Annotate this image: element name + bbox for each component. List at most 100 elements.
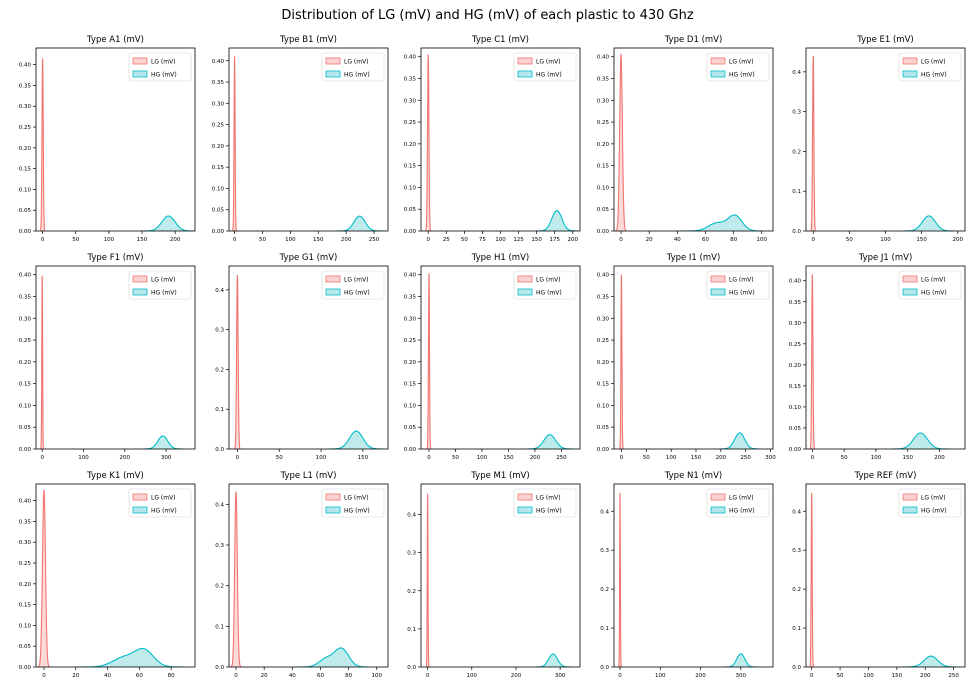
x-tick-label: 100 bbox=[477, 455, 488, 461]
subplot-3: Type C1 (mV) 0 25 50 75 100 125 150 175 200 0.00 0.… bbox=[404, 35, 581, 243]
x-tick-label: 100 bbox=[655, 673, 666, 679]
x-tick-label: 100 bbox=[78, 455, 89, 461]
y-tick-label: 0.25 bbox=[597, 120, 610, 126]
figure-title: Distribution of LG (mV) and HG (mV) of e… bbox=[281, 8, 694, 23]
hg-density-fill bbox=[718, 432, 761, 449]
hg-legend-swatch bbox=[902, 288, 918, 296]
legend: LG (mV) HG (mV) bbox=[706, 488, 770, 518]
plot-area bbox=[39, 58, 195, 231]
legend: LG (mV) HG (mV) bbox=[513, 270, 577, 300]
y-tick-label: 0.35 bbox=[19, 295, 32, 301]
lg-legend-swatch bbox=[902, 57, 918, 65]
y-tick-label: 0.20 bbox=[19, 146, 32, 152]
hg-legend-label: HG (mV) bbox=[536, 508, 562, 515]
hg-legend-label: HG (mV) bbox=[344, 290, 370, 297]
hg-density-fill bbox=[336, 216, 383, 231]
lg-legend-swatch bbox=[517, 57, 533, 65]
hg-density-fill bbox=[901, 215, 957, 231]
y-tick-label: 0.3 bbox=[792, 110, 801, 116]
y-tick-label: 0.4 bbox=[600, 509, 609, 515]
y-tick-label: 0.20 bbox=[597, 142, 610, 148]
lg-density-line bbox=[809, 274, 816, 449]
subplot-9: Type I1 (mV) 0 50 100 150 200 250 300 0.00 0.05 0.… bbox=[597, 253, 777, 461]
hg-legend-swatch bbox=[517, 506, 533, 514]
lg-legend-swatch bbox=[710, 275, 726, 283]
x-tick-label: 200 bbox=[341, 237, 352, 243]
x-tick-label: 0 bbox=[426, 237, 430, 243]
y-tick-label: 0.00 bbox=[597, 229, 610, 235]
x-tick-label: 150 bbox=[691, 455, 702, 461]
y-tick-label: 0.2 bbox=[407, 589, 416, 595]
y-tick-label: 0.00 bbox=[212, 229, 225, 235]
hg-legend-label: HG (mV) bbox=[536, 290, 562, 297]
legend: LG (mV) HG (mV) bbox=[321, 488, 385, 518]
x-tick-label: 80 bbox=[168, 673, 175, 679]
x-tick-label: 300 bbox=[161, 455, 172, 461]
x-tick-label: 250 bbox=[369, 237, 380, 243]
y-tick-label: 0.10 bbox=[19, 623, 32, 629]
subplot-title: Type REF (mV) bbox=[854, 471, 917, 481]
y-tick-label: 0.10 bbox=[404, 185, 417, 191]
lg-legend-label: LG (mV) bbox=[344, 495, 369, 502]
x-tick-label: 150 bbox=[916, 237, 927, 243]
y-tick-label: 0.1 bbox=[792, 189, 801, 195]
y-tick-label: 0.4 bbox=[792, 509, 801, 515]
lg-density-line bbox=[810, 55, 817, 231]
x-tick-label: 200 bbox=[511, 673, 522, 679]
hg-legend-label: HG (mV) bbox=[344, 508, 370, 515]
hg-density-fill bbox=[296, 647, 372, 667]
x-tick-label: 80 bbox=[730, 237, 737, 243]
y-tick-label: 0.10 bbox=[404, 403, 417, 409]
hg-density-fill bbox=[535, 210, 579, 231]
axes-frame bbox=[35, 265, 196, 450]
lg-density-fill bbox=[37, 490, 51, 667]
subplot-2: Type B1 (mV) 0 50 100 150 200 250 0.00 0.05 0.10 0… bbox=[212, 35, 389, 243]
y-tick-label: 0.3 bbox=[792, 548, 801, 554]
y-tick-label: 0.1 bbox=[215, 407, 224, 413]
lg-density-fill bbox=[809, 492, 814, 667]
hg-legend-swatch bbox=[902, 506, 918, 514]
x-tick-label: 25 bbox=[443, 237, 450, 243]
y-tick-label: 0.25 bbox=[212, 123, 225, 129]
hg-legend-swatch bbox=[710, 506, 726, 514]
x-tick-label: 150 bbox=[892, 673, 903, 679]
subplot-13: Type M1 (mV) 0 100 200 300 0.0 0.1 0.2 0.3 0.4 LG … bbox=[407, 471, 581, 679]
subplot-6: Type F1 (mV) 0 100 200 300 0.00 0.05 0.10 0.15 0.… bbox=[19, 253, 196, 461]
subplot-title: Type K1 (mV) bbox=[86, 471, 144, 481]
hg-density-line bbox=[535, 209, 579, 231]
lg-density-fill bbox=[40, 58, 46, 231]
y-tick-label: 0.10 bbox=[597, 403, 610, 409]
subplot-title: Type D1 (mV) bbox=[664, 35, 723, 45]
x-tick-label: 0 bbox=[40, 455, 44, 461]
lg-legend-label: LG (mV) bbox=[921, 59, 946, 66]
x-tick-label: 0 bbox=[619, 237, 623, 243]
legend: LG (mV) HG (mV) bbox=[706, 270, 770, 300]
x-tick-label: 50 bbox=[276, 455, 283, 461]
y-tick-label: 0.2 bbox=[600, 587, 609, 593]
axes-frame bbox=[35, 483, 196, 668]
hg-legend-label: HG (mV) bbox=[921, 508, 947, 515]
lg-density-fill bbox=[425, 54, 432, 231]
y-tick-label: 0.10 bbox=[19, 187, 32, 193]
lg-density-line bbox=[425, 493, 430, 667]
hg-legend-swatch bbox=[132, 506, 148, 514]
y-tick-label: 0.30 bbox=[19, 540, 32, 546]
axes-frame bbox=[35, 47, 196, 232]
y-tick-label: 0.15 bbox=[597, 382, 610, 388]
y-tick-label: 0.05 bbox=[404, 425, 417, 431]
subplot-8: Type H1 (mV) 0 50 100 150 200 250 0.00 0.05 0.10 0… bbox=[404, 253, 581, 461]
y-tick-label: 0.25 bbox=[404, 338, 417, 344]
plot-area bbox=[809, 492, 960, 667]
y-tick-label: 0.35 bbox=[212, 80, 225, 86]
y-tick-label: 0.20 bbox=[597, 360, 610, 366]
y-tick-label: 0.15 bbox=[789, 384, 802, 390]
hg-legend-label: HG (mV) bbox=[921, 290, 947, 297]
y-tick-label: 0.1 bbox=[600, 626, 609, 632]
hg-density-fill bbox=[534, 654, 572, 667]
y-tick-label: 0.4 bbox=[407, 513, 416, 519]
x-tick-label: 150 bbox=[313, 237, 324, 243]
lg-density-line bbox=[37, 488, 51, 667]
hg-legend-swatch bbox=[325, 70, 341, 78]
hg-density-fill bbox=[76, 648, 185, 667]
